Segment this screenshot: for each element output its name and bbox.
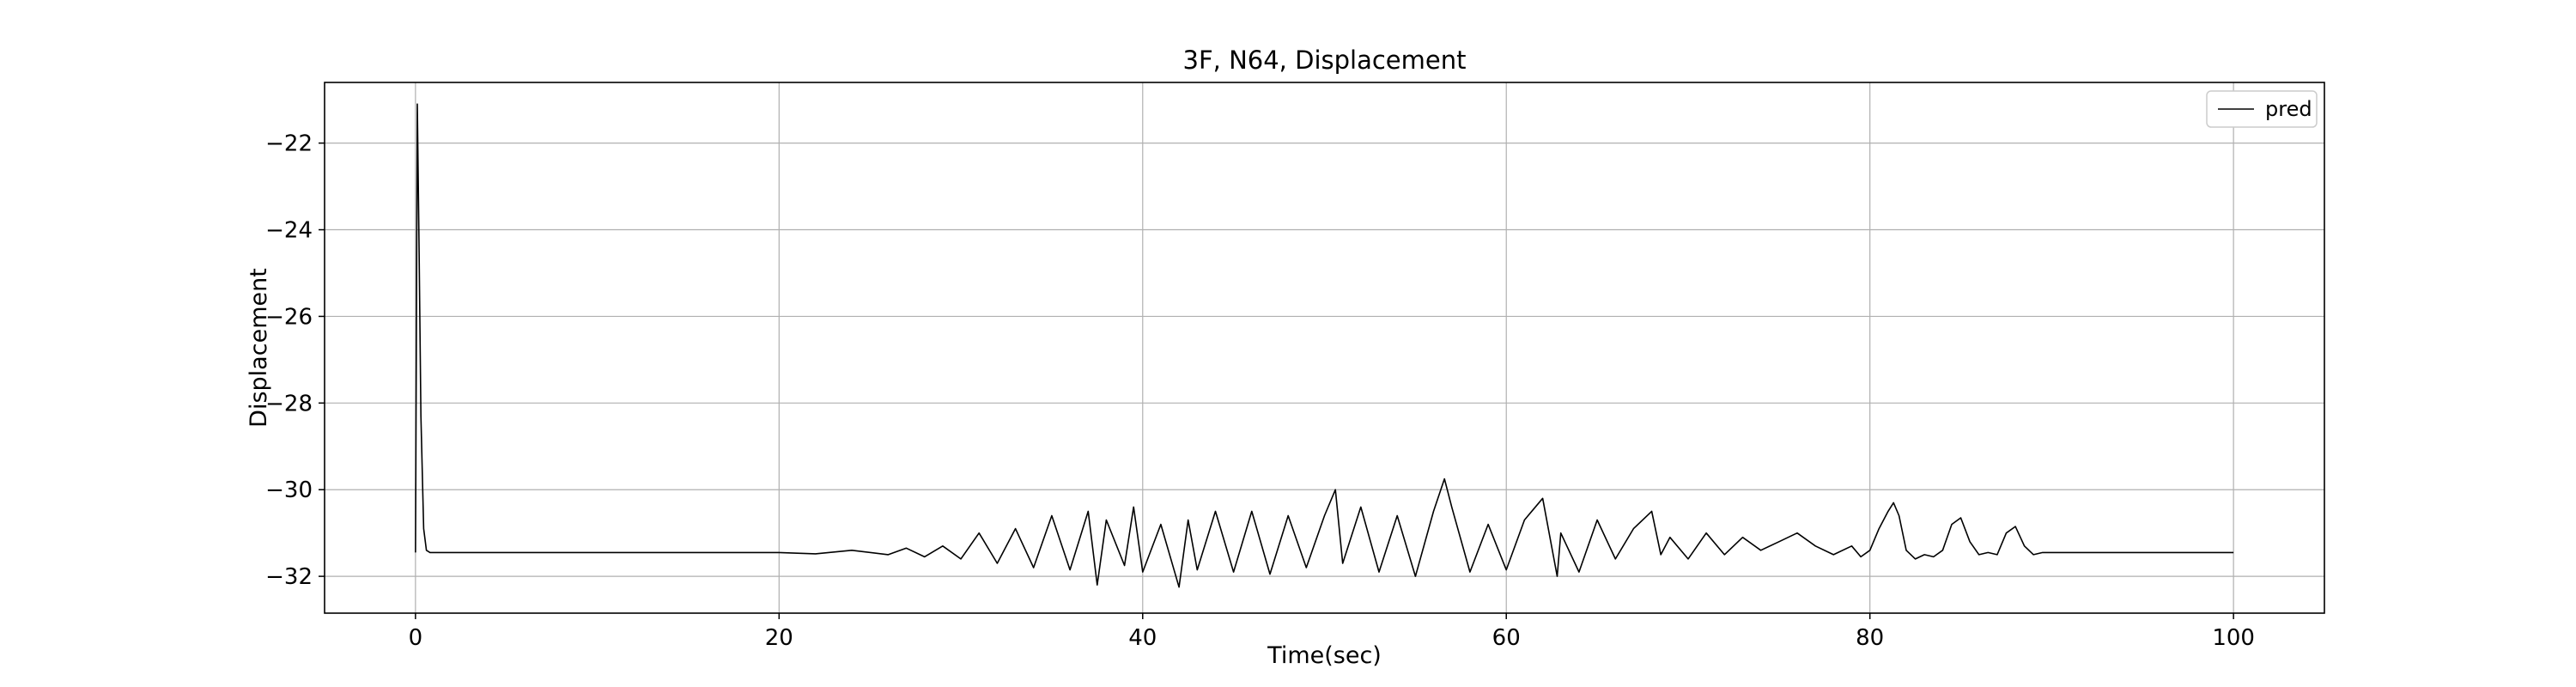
y-axis-label: Displacement [246, 268, 272, 428]
x-tick-label: 40 [1128, 625, 1157, 651]
y-tick-label: −32 [265, 564, 313, 590]
plot-frame [324, 82, 2325, 614]
legend-label-pred: pred [2265, 97, 2312, 121]
y-tick-label: −30 [265, 477, 313, 503]
chart-title: 3F, N64, Displacement [1183, 46, 1467, 75]
x-tick-label: 100 [2212, 625, 2255, 651]
y-tick-label: −26 [265, 304, 313, 330]
x-tick-label: 20 [765, 625, 793, 651]
y-tick-label: −22 [265, 131, 313, 157]
series-line-pred [415, 103, 2234, 588]
grid [325, 82, 2324, 613]
legend: pred [2206, 90, 2318, 128]
y-tick-label: −24 [265, 218, 313, 244]
legend-box [2206, 90, 2318, 128]
plot-area [325, 82, 2324, 613]
x-tick-label: 60 [1492, 625, 1521, 651]
y-tick-label: −28 [265, 391, 313, 416]
x-tick-label: 80 [1856, 625, 1884, 651]
x-tick-label: 0 [409, 625, 423, 651]
data-series [415, 103, 2234, 588]
x-axis-label: Time(sec) [1267, 642, 1382, 669]
axis-ticks: 0 20 40 60 80 100 −32 −30 −28 −26 −24 −22 [265, 131, 2255, 651]
